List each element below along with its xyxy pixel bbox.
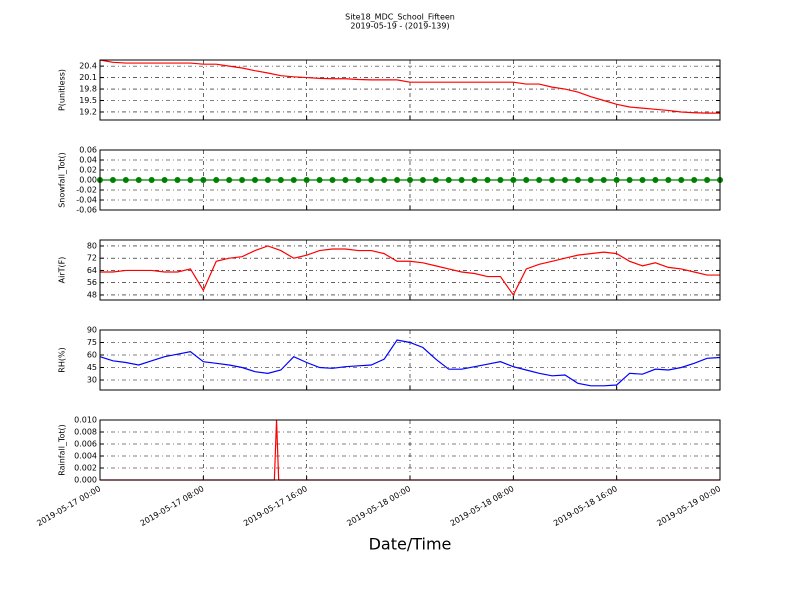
y-tick-label: 56 [87,278,97,287]
y-tick-label: 0.02 [79,166,97,175]
data-point [135,177,142,183]
x-axis-label: Date/Time [369,535,452,554]
y-tick-label: 20.4 [79,62,97,71]
x-tick-label: 2019-05-17 00:00 [35,484,102,528]
data-point [368,177,375,183]
y-tick-label: -0.04 [76,196,97,205]
y-tick-label: 0.006 [74,440,97,449]
data-point [613,177,620,183]
data-point [458,177,465,183]
data-point [161,177,168,183]
plot-frame [99,59,721,121]
data-point [407,177,413,183]
y-tick-label: 0.00 [79,176,97,185]
x-tick-label: 2019-05-17 16:00 [242,484,309,528]
data-point [329,177,336,183]
data-point [316,177,323,183]
y-tick-label: 30 [87,376,97,385]
data-point [536,177,543,183]
data-point [484,177,491,183]
chart-subtitle: 2019-05-19 - (2019-139) [350,22,449,31]
y-tick-label: 0.04 [79,156,97,165]
data-point [678,177,685,183]
y-tick-label: 0.004 [74,452,97,461]
plot-frame [99,329,721,391]
data-point [549,177,556,183]
x-tick-label: 2019-05-18 00:00 [345,484,412,528]
data-point [704,177,711,183]
data-point [600,177,607,183]
data-point [342,177,349,183]
x-tick-label: 2019-05-18 08:00 [449,484,516,528]
x-tick-label: 2019-05-19 00:00 [655,484,722,528]
plot-frame [99,239,721,301]
data-point [239,177,246,183]
data-point [639,177,646,183]
plot-frame [99,149,721,211]
y-axis-label: AirT(F) [58,257,67,284]
data-point [264,177,271,183]
data-point [381,177,388,183]
data-line [99,339,721,387]
y-axis-label: RH(%) [58,347,67,372]
data-point [148,177,155,183]
y-tick-label: 19.2 [79,107,97,116]
data-point [587,177,594,183]
y-axis-label: Rainfall_Tot() [58,424,67,476]
y-axis-label: P(unitless) [58,69,67,111]
data-point [174,177,181,183]
y-tick-label: -0.06 [76,206,97,215]
y-tick-label: 0.002 [74,464,97,473]
data-point [277,177,284,183]
chart-title: Site18_MDC_School_Fifteen [345,13,455,22]
y-tick-label: 64 [87,266,97,275]
x-tick-label: 2019-05-17 08:00 [139,484,206,528]
plot-frame [99,419,721,481]
data-point [691,177,698,183]
data-point [109,177,116,183]
data-point [523,177,530,183]
data-point [252,177,258,183]
y-tick-label: 20.1 [79,73,97,82]
y-tick-label: 0.010 [74,416,97,425]
y-tick-label: 0.000 [74,476,97,485]
data-point [226,177,233,183]
data-point [445,177,452,183]
data-point [213,177,220,183]
y-tick-label: -0.02 [76,186,97,195]
data-point [290,177,297,183]
data-point [432,177,439,183]
y-tick-label: 45 [87,363,97,372]
y-tick-label: 72 [87,254,97,263]
data-point [562,177,568,183]
data-point [200,177,207,183]
y-tick-label: 75 [87,338,97,347]
data-point [497,177,504,183]
y-tick-label: 0.06 [79,146,97,155]
data-point [665,177,672,183]
data-point [187,177,194,183]
data-point [652,177,659,183]
y-tick-label: 0.008 [74,428,97,437]
data-point [626,177,633,183]
y-tick-label: 90 [87,326,97,335]
data-point [122,177,129,183]
y-tick-label: 80 [87,241,97,250]
y-axis-label: Snowfall_Tot() [58,152,67,208]
data-line [99,59,720,114]
data-point [355,177,362,183]
data-point [394,177,401,183]
y-tick-label: 19.5 [79,96,97,105]
data-point [303,177,310,183]
y-tick-label: 19.8 [79,85,97,94]
data-point [574,177,581,183]
data-point [510,177,517,183]
data-point [419,177,426,183]
data-line [100,245,720,297]
x-tick-label: 2019-05-18 16:00 [552,484,619,528]
data-point [471,177,478,183]
y-tick-label: 60 [87,351,97,360]
y-tick-label: 48 [87,290,97,299]
